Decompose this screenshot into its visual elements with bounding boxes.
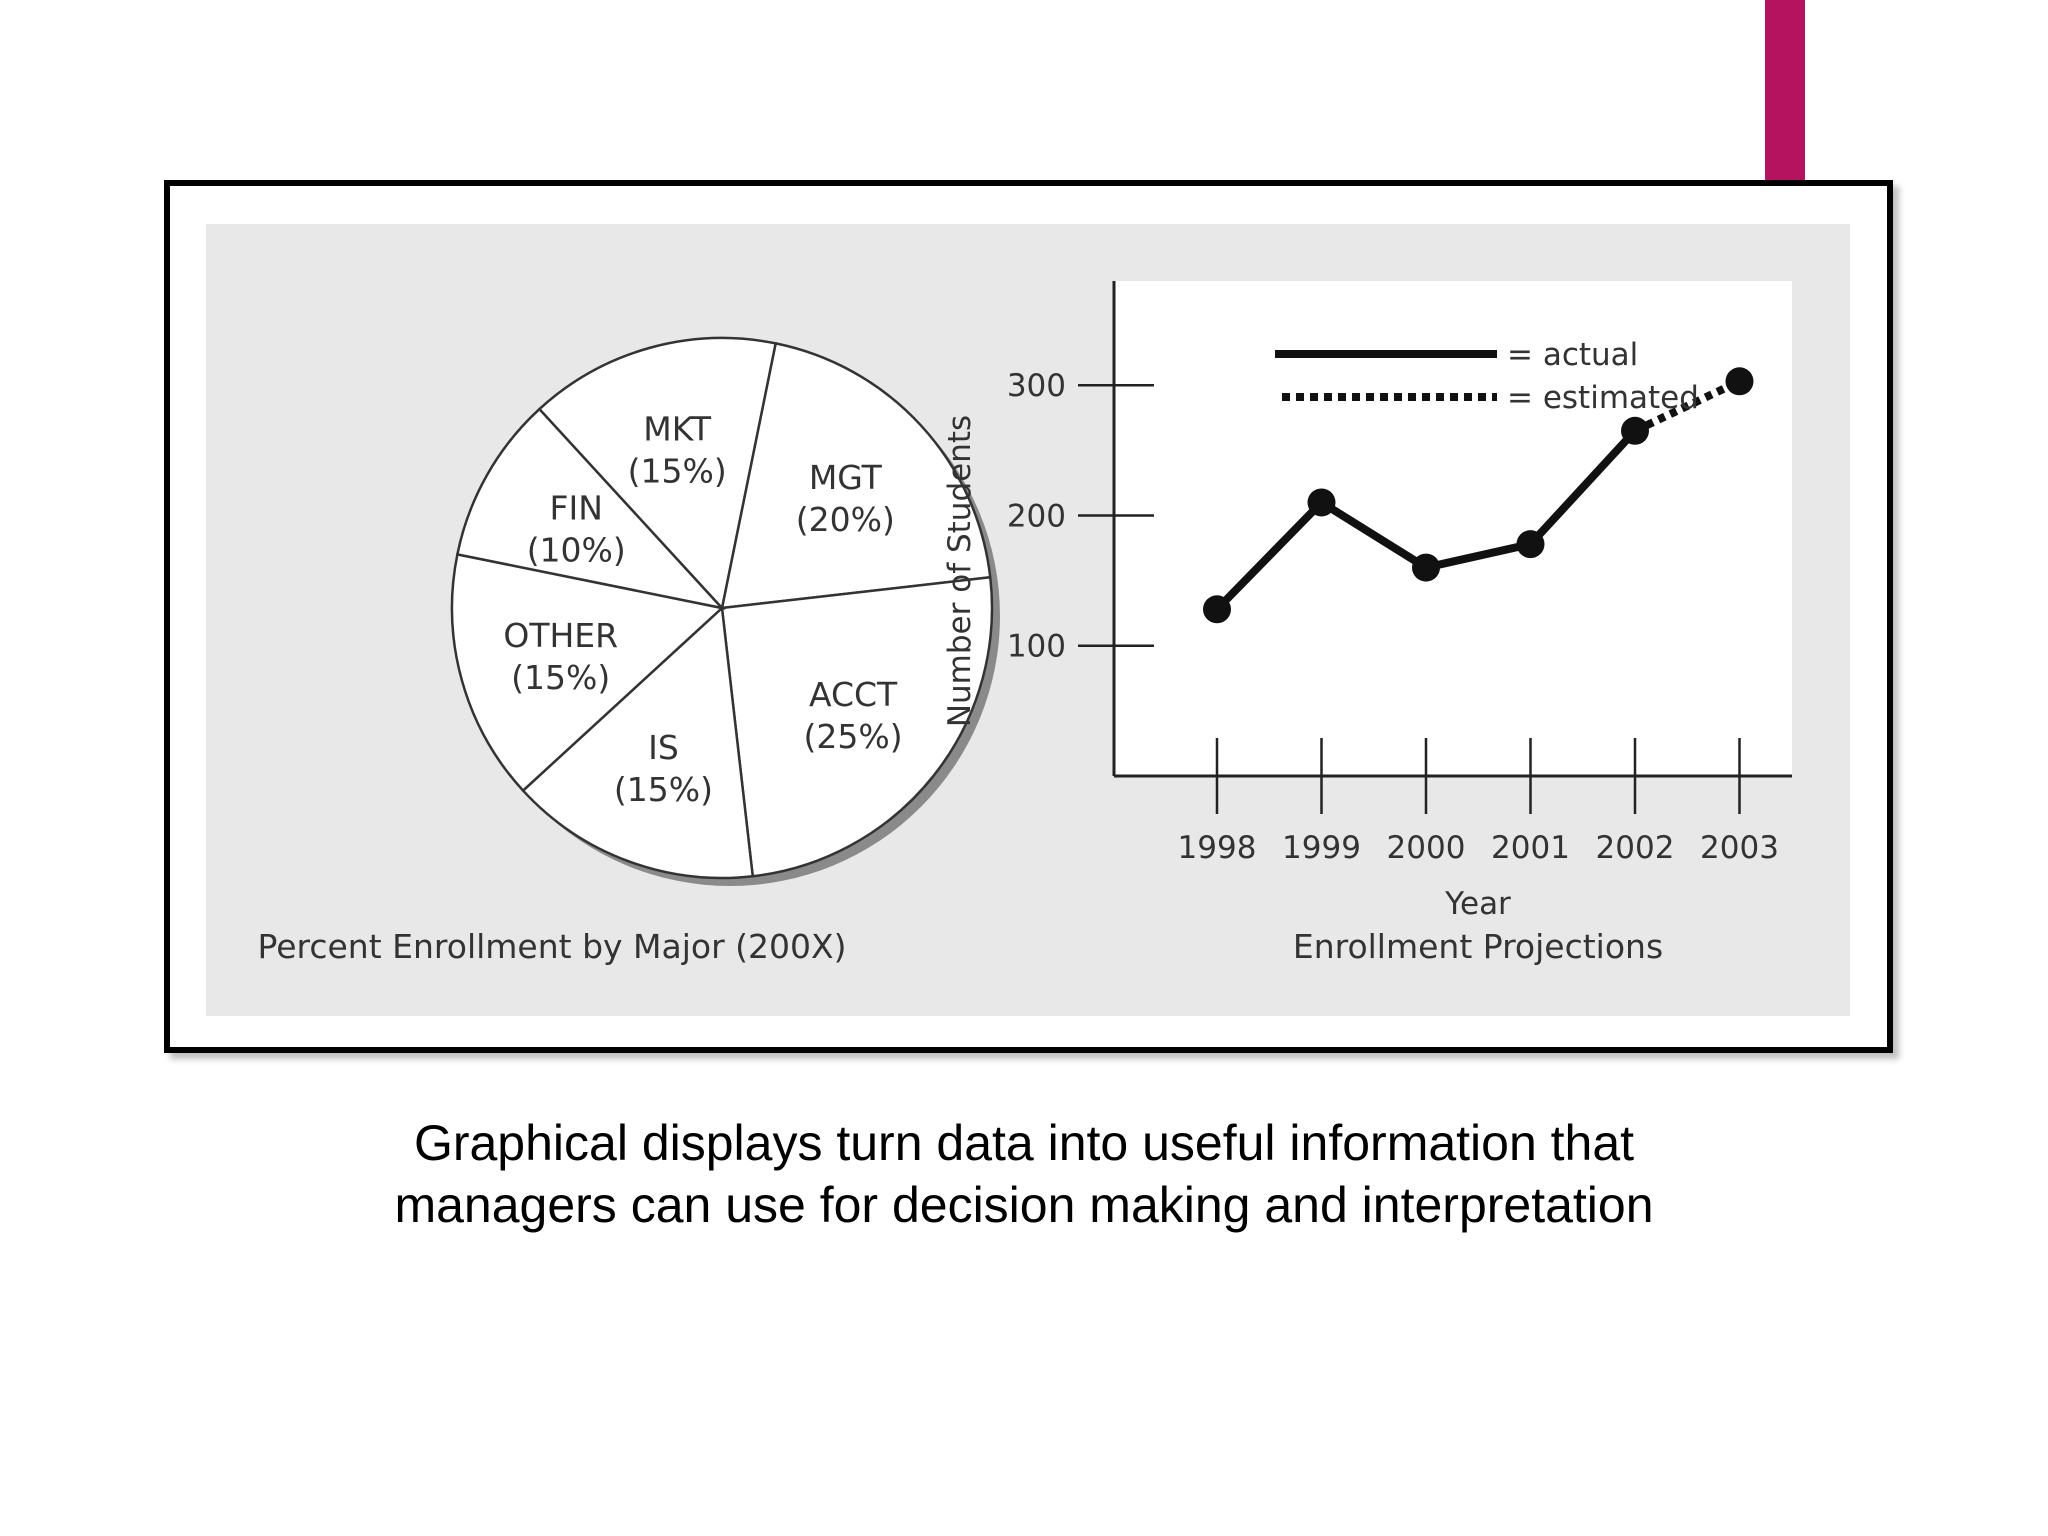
x-tick-label-1998: 1998 (1178, 830, 1257, 866)
pie-label-other: OTHER (503, 616, 618, 655)
figure-svg: MGT(20%)ACCT(25%)IS(15%)OTHER(15%)FIN(10… (206, 224, 1850, 1016)
pie-chart-title: Percent Enrollment by Major (200X) (257, 927, 846, 966)
pie-label-mkt: MKT (643, 410, 712, 449)
pie-slice-is (521, 605, 755, 880)
y-ticks: 100 200 300 (1007, 368, 1154, 665)
pie-value-label-is: (15%) (614, 770, 713, 809)
pie-label-fin: FIN (550, 489, 603, 528)
x-axis-label: Year (1444, 886, 1511, 922)
figure-frame: MGT (20%) ACCT (25%) IS (15%) OTHER (15%) FIN (10… (164, 180, 1893, 1053)
y-tick-label-100: 100 (1007, 629, 1066, 665)
pie-slice-mkt (537, 336, 778, 611)
x-tick-label-2000: 2000 (1387, 830, 1466, 866)
series-points (1203, 367, 1754, 624)
chart-legend: = actual = estimated (1275, 337, 1699, 416)
line-plot-area (1114, 281, 1792, 776)
legend-actual-label: = actual (1507, 337, 1638, 373)
accent-bar (1765, 0, 1805, 185)
pie-labels: MGT(20%)ACCT(25%)IS(15%)OTHER(15%)FIN(10… (503, 410, 902, 809)
pie-slice-other (450, 552, 725, 793)
x-tick-label-2003: 2003 (1700, 830, 1779, 866)
pie-slice-fin (455, 407, 726, 610)
data-point-1998 (1203, 595, 1231, 624)
pie-slice-acct (720, 575, 994, 878)
pie-value-label-mkt: (15%) (628, 452, 727, 491)
y-axis-label: Number of Students (942, 415, 978, 727)
y-tick-label-300: 300 (1007, 368, 1066, 404)
pie-slice-mgt (720, 341, 992, 610)
line-chart-title: Enrollment Projections (1293, 927, 1663, 966)
slide-caption: Graphical displays turn data into useful… (0, 1112, 2048, 1236)
data-point-2000 (1412, 553, 1440, 582)
x-tick-label-2002: 2002 (1596, 830, 1675, 866)
caption-line-2: managers can use for decision making and… (394, 1177, 1654, 1233)
pie-value-label-mgt: (20%) (796, 500, 895, 539)
pie-value-label-other: (15%) (511, 658, 610, 697)
data-point-2002 (1621, 416, 1649, 445)
data-point-2001 (1516, 530, 1545, 559)
pie-chart: MGT(20%)ACCT(25%)IS(15%)OTHER(15%)FIN(10… (257, 336, 1000, 966)
data-point-1999 (1307, 488, 1336, 517)
pie-value-label-fin: (10%) (527, 531, 626, 570)
x-ticks: 1998 1999 2000 2001 2002 2003 (1178, 738, 1779, 866)
data-point-2003 (1725, 367, 1754, 396)
series-line-dotted (1633, 377, 1742, 435)
pie-label-mgt: MGT (809, 458, 883, 497)
caption-line-1: Graphical displays turn data into useful… (413, 1115, 1635, 1171)
pie-label-is: IS (648, 728, 679, 767)
y-tick-label-200: 200 (1007, 498, 1066, 534)
x-tick-label-2001: 2001 (1491, 830, 1570, 866)
x-tick-label-1999: 1999 (1282, 830, 1361, 866)
pie-label-acct: ACCT (809, 675, 898, 714)
pie-slices (450, 336, 994, 880)
legend-estimated-label: = estimated (1507, 380, 1699, 416)
line-chart: 100 200 300 1998 1999 2000 2001 2002 2003 = act… (942, 281, 1792, 966)
pie-value-label-acct: (25%) (804, 717, 903, 756)
